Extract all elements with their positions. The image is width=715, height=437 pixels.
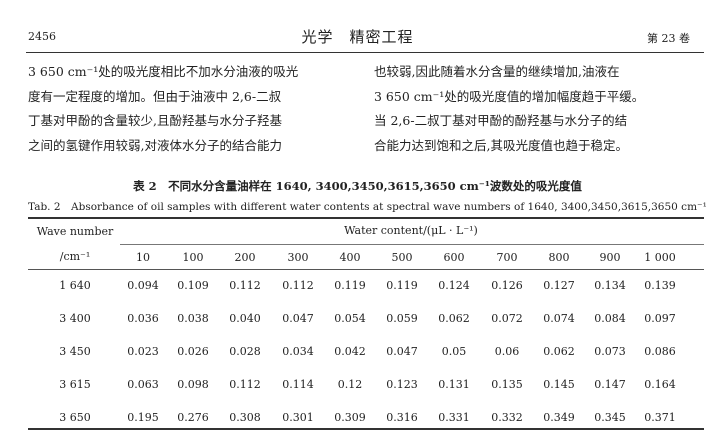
table-cell: 0.112 [282,279,314,292]
row-header-line2: /cm⁻¹ [59,250,91,263]
table-cell: 0.074 [543,312,575,325]
table-cell: 0.316 [386,411,418,424]
column-header: 700 [496,251,518,264]
table-cell: 0.072 [491,312,523,325]
column-header: 400 [339,251,361,264]
group-header-rule [120,244,704,245]
table-cell: 0.086 [644,345,676,358]
table-cell: 0.119 [386,279,418,292]
column-header: 10 [136,251,150,264]
column-header: 500 [391,251,413,264]
table-cell: 0.164 [644,378,676,391]
table-cell: 0.332 [491,411,523,424]
table-cell: 0.371 [644,411,676,424]
table-caption-en: Tab. 2 Absorbance of oil samples with di… [28,201,707,213]
table-cell: 0.349 [543,411,575,424]
table-cell: 0.119 [334,279,366,292]
column-header: 300 [287,251,309,264]
page-number: 2456 [28,30,56,43]
table-cell: 0.109 [177,279,209,292]
table-cell: 0.098 [177,378,209,391]
table-cell: 0.059 [386,312,418,325]
table-cell: 0.345 [594,411,626,424]
table-cell: 0.112 [229,378,261,391]
row-wave-number: 3 400 [59,312,91,325]
column-header: 600 [443,251,465,264]
table-cell: 0.127 [543,279,575,292]
table-caption-cn: 表 2 不同水分含量油样在 1640, 3400,3450,3615,3650 … [133,179,582,193]
row-header-line1: Wave number [36,225,114,238]
column-header: 200 [234,251,256,264]
table-cell: 0.038 [177,312,209,325]
table-cell: 0.063 [127,378,159,391]
right-column-text: 也较弱,因此随着水分含量的继续增加,油液在 3 650 cm⁻¹处的吸光度值的增… [374,64,645,153]
table-cell: 0.062 [438,312,470,325]
table-cell: 0.123 [386,378,418,391]
table-cell: 0.047 [386,345,418,358]
table-cell: 0.309 [334,411,366,424]
table-bottom-rule [28,428,704,430]
table-cell: 0.126 [491,279,523,292]
table-top-rule [28,217,704,219]
table-cell: 0.084 [594,312,626,325]
table-cell: 0.047 [282,312,314,325]
row-wave-number: 1 640 [59,279,91,292]
table-cell: 0.026 [177,345,209,358]
table-cell: 0.131 [438,378,470,391]
table-cell: 0.023 [127,345,159,358]
table-cell: 0.036 [127,312,159,325]
column-header: 900 [599,251,621,264]
table-cell: 0.112 [229,279,261,292]
table-cell: 0.124 [438,279,470,292]
table-cell: 0.028 [229,345,261,358]
volume-label: 第 23 卷 [647,32,690,45]
journal-title: 光学 精密工程 [301,28,414,46]
table-cell: 0.331 [438,411,470,424]
row-wave-number: 3 650 [59,411,91,424]
table-cell: 0.042 [334,345,366,358]
table-cell: 0.040 [229,312,261,325]
table-cell: 0.139 [644,279,676,292]
table-cell: 0.06 [494,345,520,358]
table-cell: 0.301 [282,411,314,424]
column-header: 800 [548,251,570,264]
table-cell: 0.094 [127,279,159,292]
table-cell: 0.195 [127,411,159,424]
table-cell: 0.276 [177,411,209,424]
row-wave-number: 3 450 [59,345,91,358]
table-cell: 0.05 [441,345,467,358]
table-cell: 0.062 [543,345,575,358]
table-cell: 0.054 [334,312,366,325]
table-cell: 0.114 [282,378,314,391]
table-cell: 0.073 [594,345,626,358]
header-rule [26,52,704,53]
table-cell: 0.097 [644,312,676,325]
header-bottom-rule [28,269,704,270]
row-wave-number: 3 615 [59,378,91,391]
table-cell: 0.308 [229,411,261,424]
table-cell: 0.034 [282,345,314,358]
group-header: Water content/(μL · L⁻¹) [344,224,478,237]
table-cell: 0.147 [594,378,626,391]
table-cell: 0.145 [543,378,575,391]
column-header: 100 [182,251,204,264]
table-cell: 0.12 [337,378,363,391]
left-column-text: 3 650 cm⁻¹处的吸光度相比不加水分油液的吸光 度有一定程度的增加。但由于… [28,64,299,153]
column-header: 1 000 [644,251,676,264]
table-cell: 0.134 [594,279,626,292]
table-cell: 0.135 [491,378,523,391]
